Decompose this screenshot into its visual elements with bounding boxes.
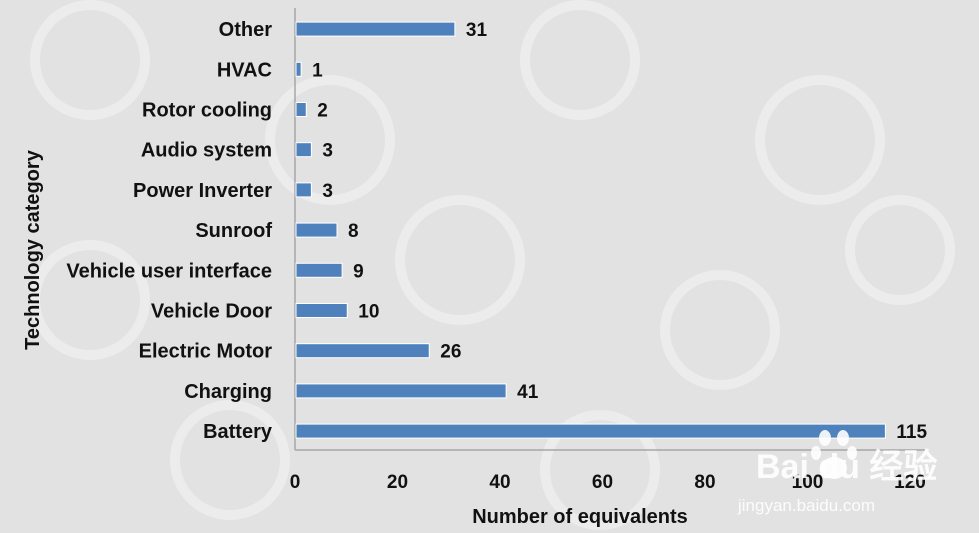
y-axis-title: Technology category bbox=[22, 149, 44, 350]
category-label: Power Inverter bbox=[133, 180, 272, 202]
bar bbox=[295, 222, 338, 238]
category-label: Sunroof bbox=[195, 220, 272, 242]
bars bbox=[295, 21, 886, 439]
bar bbox=[295, 343, 430, 359]
bar bbox=[295, 303, 348, 318]
category-label: Audio system bbox=[141, 140, 272, 162]
category-label: Other bbox=[219, 19, 273, 41]
x-tick-label: 0 bbox=[290, 472, 301, 493]
category-label: Charging bbox=[184, 381, 272, 403]
data-label: 115 bbox=[896, 422, 927, 443]
category-label: Electric Motor bbox=[139, 341, 273, 363]
category-label: Rotor cooling bbox=[142, 100, 272, 122]
x-tick-label: 100 bbox=[792, 472, 824, 493]
bar bbox=[295, 142, 312, 158]
data-label: 3 bbox=[322, 181, 333, 202]
background-pattern bbox=[30, 0, 955, 530]
bar bbox=[295, 383, 507, 399]
data-label: 26 bbox=[440, 342, 461, 363]
baidu-watermark: Bai du 经验 jingyan.baidu.com bbox=[737, 430, 937, 515]
data-label: 2 bbox=[317, 101, 328, 122]
data-label: 8 bbox=[348, 221, 359, 242]
category-label: Vehicle Door bbox=[151, 301, 272, 323]
paw-logo-icon bbox=[811, 430, 857, 479]
watermark-url: jingyan.baidu.com bbox=[737, 496, 875, 515]
bar bbox=[295, 262, 343, 278]
x-ticks: 0 20 40 60 80 100 120 bbox=[290, 472, 926, 493]
category-label: Vehicle user interface bbox=[66, 260, 272, 282]
category-label: Battery bbox=[203, 421, 273, 443]
bar bbox=[295, 61, 302, 77]
bar bbox=[295, 102, 307, 117]
watermark-brand: Bai du 经验 bbox=[756, 447, 937, 486]
bar bbox=[295, 182, 312, 198]
data-label: 41 bbox=[517, 382, 539, 403]
bar bbox=[295, 423, 886, 439]
x-tick-label: 40 bbox=[489, 472, 510, 493]
data-label: 31 bbox=[466, 20, 488, 41]
category-label: HVAC bbox=[217, 59, 272, 81]
x-tick-label: 80 bbox=[694, 472, 715, 493]
data-label: 1 bbox=[312, 60, 323, 81]
x-tick-label: 60 bbox=[592, 472, 613, 493]
category-labels: Other HVAC Rotor cooling Audio system Power … bbox=[66, 19, 273, 443]
x-tick-label: 20 bbox=[387, 472, 408, 493]
data-label: 9 bbox=[353, 261, 364, 282]
bar bbox=[295, 21, 456, 37]
x-tick-label: 120 bbox=[894, 472, 926, 493]
data-label: 10 bbox=[358, 302, 379, 323]
x-axis-title: Number of equivalents bbox=[472, 506, 688, 528]
data-label: 3 bbox=[322, 141, 333, 162]
